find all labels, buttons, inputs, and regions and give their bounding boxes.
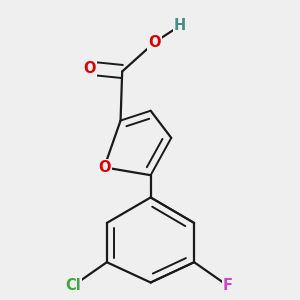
- Text: F: F: [223, 278, 233, 293]
- Text: Cl: Cl: [65, 278, 81, 293]
- Text: H: H: [174, 18, 186, 33]
- Text: O: O: [98, 160, 110, 175]
- Text: O: O: [149, 34, 161, 50]
- Text: O: O: [83, 61, 96, 76]
